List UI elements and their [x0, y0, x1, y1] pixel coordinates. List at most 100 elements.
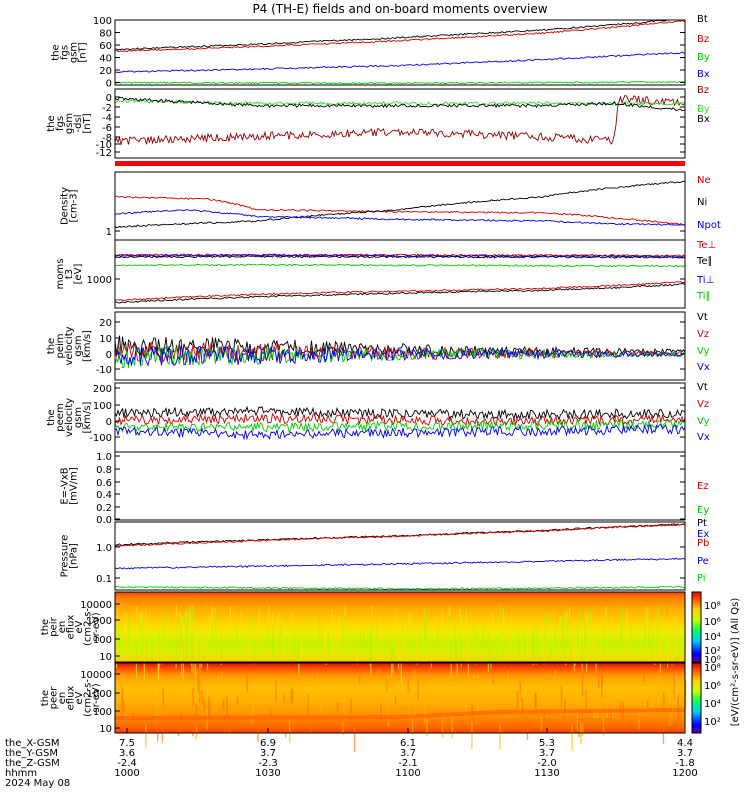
spec-streak [123, 700, 125, 712]
spec-streak [449, 605, 451, 626]
spec-streak [543, 624, 545, 665]
series-pressure-pb [114, 523, 686, 547]
spec-streak [584, 614, 586, 649]
y-axis-label: the [40, 619, 51, 635]
spec-streak [626, 608, 628, 628]
spec-streak [660, 686, 663, 697]
spec-streak [236, 626, 238, 647]
spec-streak [311, 610, 313, 628]
spec-streak [378, 625, 380, 641]
spec-streak [182, 614, 184, 652]
series-pressure-pe [114, 557, 686, 570]
spec-streak [574, 640, 576, 666]
spec-streak [605, 606, 607, 626]
spec-streak [353, 724, 356, 752]
spec-streak [275, 637, 277, 650]
series-fgs-dsl-bz [114, 94, 686, 146]
spec-streak [459, 609, 461, 623]
spec-streak [348, 690, 351, 719]
y-tick-label: -12 [96, 148, 112, 159]
spec-streak [332, 622, 334, 636]
spec-streak [674, 683, 676, 703]
spec-streak [317, 673, 319, 685]
spec-streak [195, 721, 198, 740]
peir-frame [114, 591, 686, 663]
spec-streak [288, 692, 291, 706]
y-axis-label: peem [55, 403, 66, 431]
spec-streak [400, 644, 402, 683]
legend-peem-velocity-0: Vt [697, 382, 708, 393]
spectrogram-texture [114, 605, 687, 752]
spec-streak [344, 605, 346, 617]
spec-streak [552, 681, 554, 691]
spec-streak [591, 637, 593, 648]
x-tick-label: -2.3 [258, 758, 278, 769]
spec-streak [237, 676, 239, 688]
spec-streak [456, 641, 458, 677]
spec-streak [535, 627, 537, 665]
spec-streak [343, 609, 345, 649]
spec-streak [583, 681, 586, 703]
x-axis: the_X-GSM 7.5 6.9 6.1 5.3 4.4 the_Y-GSM 3.6 3.7 3… [5, 728, 698, 789]
legend-peem-velocity-2: Vy [697, 416, 710, 427]
spec-streak [184, 612, 186, 624]
spec-streak [246, 672, 248, 693]
panel-frame-moms-t3 [114, 239, 686, 309]
spec-streak [620, 632, 622, 654]
spec-streak [161, 634, 163, 665]
colorbar-tick: 10⁶ [704, 617, 721, 628]
spec-streak [667, 639, 669, 668]
spec-streak [363, 631, 365, 652]
spec-streak [157, 719, 159, 742]
series-peem-velocity-vt [114, 405, 686, 421]
spec-streak [284, 718, 287, 738]
legend-efield-1: Ey [697, 505, 709, 516]
spec-streak [411, 714, 414, 735]
y-axis-label: [km/s] [82, 330, 93, 362]
spec-streak [424, 608, 426, 643]
colorbar-tick: 10⁶ [704, 681, 721, 692]
spec-streak [590, 682, 592, 695]
spec-streak [151, 638, 153, 663]
spec-streak [226, 696, 228, 719]
spec-streak [321, 620, 323, 649]
spec-streak [325, 635, 327, 665]
spec-streak [407, 673, 410, 693]
spec-streak [489, 637, 491, 660]
y-tick-label: 100 [93, 401, 112, 412]
y-axis-label: fgs [60, 45, 71, 60]
spec-streak [674, 622, 677, 633]
spec-streak [216, 625, 218, 636]
legend-efield-2: Ex [697, 529, 709, 540]
spec-streak [135, 642, 137, 679]
y-tick-label: 10 [99, 724, 112, 735]
spec-streak [482, 620, 484, 651]
spec-streak [620, 620, 622, 640]
spec-streak [297, 685, 299, 695]
spec-streak [220, 626, 222, 643]
spec-streak [492, 672, 495, 685]
spectrogram-panels: 10000100010010thepeirenefluxeV(cm2-s-sr-… [40, 591, 721, 752]
spec-streak [228, 640, 230, 653]
spec-streak [578, 713, 580, 738]
y-tick-label: 0 [106, 79, 112, 90]
x-tick-label: 1100 [395, 768, 420, 779]
spec-streak [577, 642, 579, 661]
y-tick-label: 100 [93, 16, 112, 27]
spec-streak [611, 690, 614, 718]
y-tick-label: -4 [102, 113, 112, 124]
spec-streak [203, 697, 205, 712]
legend-peem-velocity-3: Vx [697, 432, 710, 443]
spec-streak [141, 615, 143, 655]
spec-streak [581, 722, 584, 737]
spec-streak [569, 606, 571, 620]
spec-streak [423, 701, 426, 724]
peir-colorbar [691, 591, 702, 663]
spec-streak [454, 622, 456, 653]
colorbar-tick: 10² [704, 717, 721, 728]
spec-streak [585, 689, 588, 710]
legend-fgs-2: By [697, 52, 710, 63]
spec-streak [477, 673, 479, 687]
x-row-name: the_X-GSM [5, 738, 59, 749]
spec-streak [526, 691, 529, 706]
